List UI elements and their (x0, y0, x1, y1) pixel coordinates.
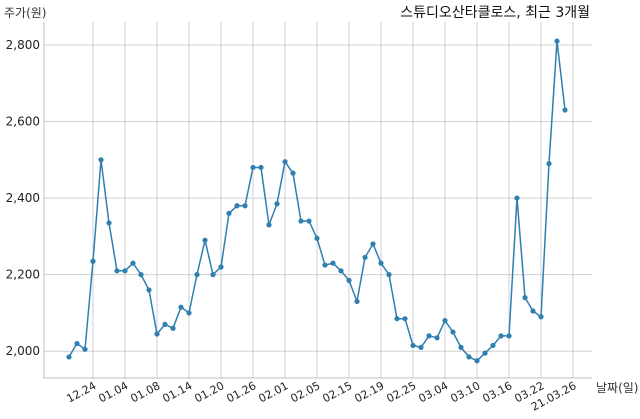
x-tick-labels: 12.2401.0401.0801.1401.2001.2602.0102.05… (64, 379, 578, 413)
data-point (362, 254, 368, 261)
data-point (130, 260, 136, 266)
x-tick-label: 01.26 (224, 379, 258, 405)
data-point (250, 164, 256, 171)
data-point (354, 298, 360, 305)
y-tick-label: 2,200 (6, 268, 40, 282)
data-point (442, 317, 448, 324)
x-tick-label: 01.14 (160, 379, 194, 405)
data-point (298, 218, 304, 224)
x-tick-label: 02.25 (384, 379, 418, 405)
y-tick-label: 2,000 (6, 344, 40, 358)
data-point (210, 272, 216, 278)
data-point (522, 295, 528, 301)
data-point (554, 38, 560, 44)
x-tick-label: 02.19 (352, 379, 386, 405)
y-tick-labels: 2,000 2,200 2,400 2,600 2,800 (6, 38, 40, 358)
data-point (506, 333, 512, 339)
data-point (74, 340, 80, 347)
data-point (394, 316, 400, 322)
data-point (562, 107, 568, 113)
data-point (282, 159, 288, 165)
data-point (258, 164, 264, 171)
x-tick-label: 12.24 (64, 379, 98, 405)
data-point (482, 350, 488, 356)
grid-lines (44, 22, 592, 378)
data-point (378, 260, 384, 266)
chart-title: 스튜디오산타클로스, 최근 3개월 (400, 5, 590, 21)
x-tick-label: 02.05 (288, 379, 322, 405)
data-point (106, 220, 112, 226)
data-point (370, 241, 376, 247)
data-point (138, 272, 144, 278)
data-point (122, 268, 128, 274)
data-point (330, 260, 336, 266)
data-point (154, 331, 160, 337)
data-point (234, 203, 240, 209)
data-point (410, 342, 416, 349)
data-point (202, 237, 208, 243)
x-tick-label: 01.08 (128, 379, 162, 405)
y-tick-label: 2,600 (6, 115, 40, 129)
data-point (90, 258, 96, 264)
data-point (170, 325, 176, 331)
data-point (266, 222, 272, 228)
data-point (466, 354, 472, 360)
data-point (434, 335, 440, 341)
data-point (490, 342, 496, 349)
y-axis-label: 주가(원) (4, 6, 46, 20)
x-tick-label: 03.04 (416, 379, 450, 405)
data-point (114, 268, 120, 274)
x-tick-label: 02.01 (256, 379, 290, 405)
y-tick-label: 2,800 (6, 38, 40, 52)
x-axis-label: 날짜(일) (596, 381, 638, 395)
data-point (186, 310, 192, 316)
x-tick-label: 01.20 (192, 379, 226, 405)
axis-lines (43, 22, 592, 379)
data-point (290, 170, 296, 176)
data-point (530, 308, 536, 314)
data-point (274, 201, 280, 207)
data-point (162, 321, 168, 328)
data-point (66, 354, 72, 360)
data-point (338, 268, 344, 274)
data-point (146, 287, 152, 293)
data-point (426, 333, 432, 339)
data-point (546, 161, 552, 167)
data-point (82, 346, 88, 352)
data-point (498, 333, 504, 339)
data-point (538, 314, 544, 320)
x-tick-label: 02.15 (320, 379, 354, 405)
data-point (98, 157, 104, 163)
data-point (306, 218, 312, 224)
data-point (450, 329, 456, 335)
data-point (218, 264, 224, 270)
data-point (474, 358, 480, 364)
data-point (386, 272, 392, 278)
y-tick-label: 2,400 (6, 191, 40, 205)
data-point (178, 304, 184, 310)
data-point (242, 203, 248, 209)
data-point (314, 235, 320, 241)
data-point (194, 272, 200, 278)
price-series (66, 38, 568, 364)
x-tick-label: 03.16 (480, 379, 514, 405)
data-point (226, 210, 232, 216)
data-point (418, 344, 424, 350)
data-point (458, 344, 464, 350)
x-tick-label: 03.10 (448, 379, 482, 405)
data-point (514, 195, 520, 201)
data-point (322, 262, 328, 268)
data-point (346, 277, 352, 283)
data-point (402, 316, 408, 322)
x-tick-label: 01.04 (96, 379, 130, 405)
